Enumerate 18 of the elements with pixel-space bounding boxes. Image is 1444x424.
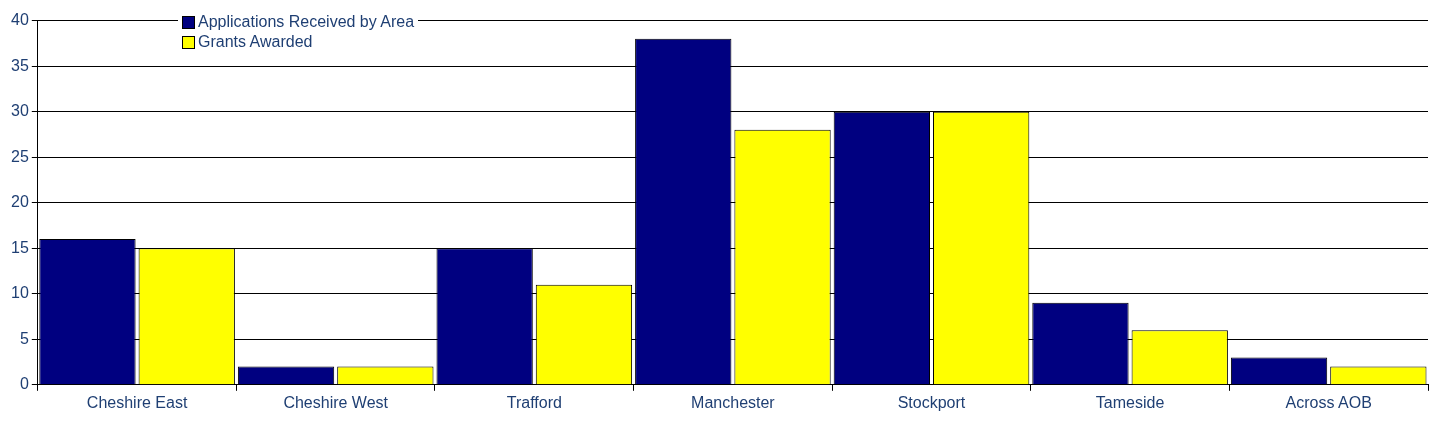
- x-tick-label: Tameside: [1095, 393, 1165, 411]
- y-tick-label: 0: [19, 375, 29, 393]
- x-tick-label: Cheshire West: [283, 393, 389, 411]
- x-tick-label: Manchester: [691, 393, 776, 411]
- x-tick-label: Cheshire East: [86, 393, 188, 411]
- y-tick-label: 35: [11, 56, 29, 74]
- y-tick-label: 40: [11, 11, 29, 29]
- y-tick-label: 25: [11, 147, 29, 165]
- legend-label: Grants Awarded: [198, 32, 313, 52]
- y-tick-label: 5: [19, 329, 29, 347]
- x-tick-label: Across AOB: [1285, 393, 1372, 411]
- y-tick-label: 10: [11, 284, 29, 302]
- y-tick-label: 15: [11, 238, 29, 256]
- x-tick-label: Stockport: [897, 393, 966, 411]
- y-tick-label: 30: [11, 102, 29, 120]
- y-tick-label: 20: [11, 193, 29, 211]
- legend-label: Applications Received by Area: [198, 12, 415, 32]
- x-tick-label: Trafford: [506, 393, 562, 411]
